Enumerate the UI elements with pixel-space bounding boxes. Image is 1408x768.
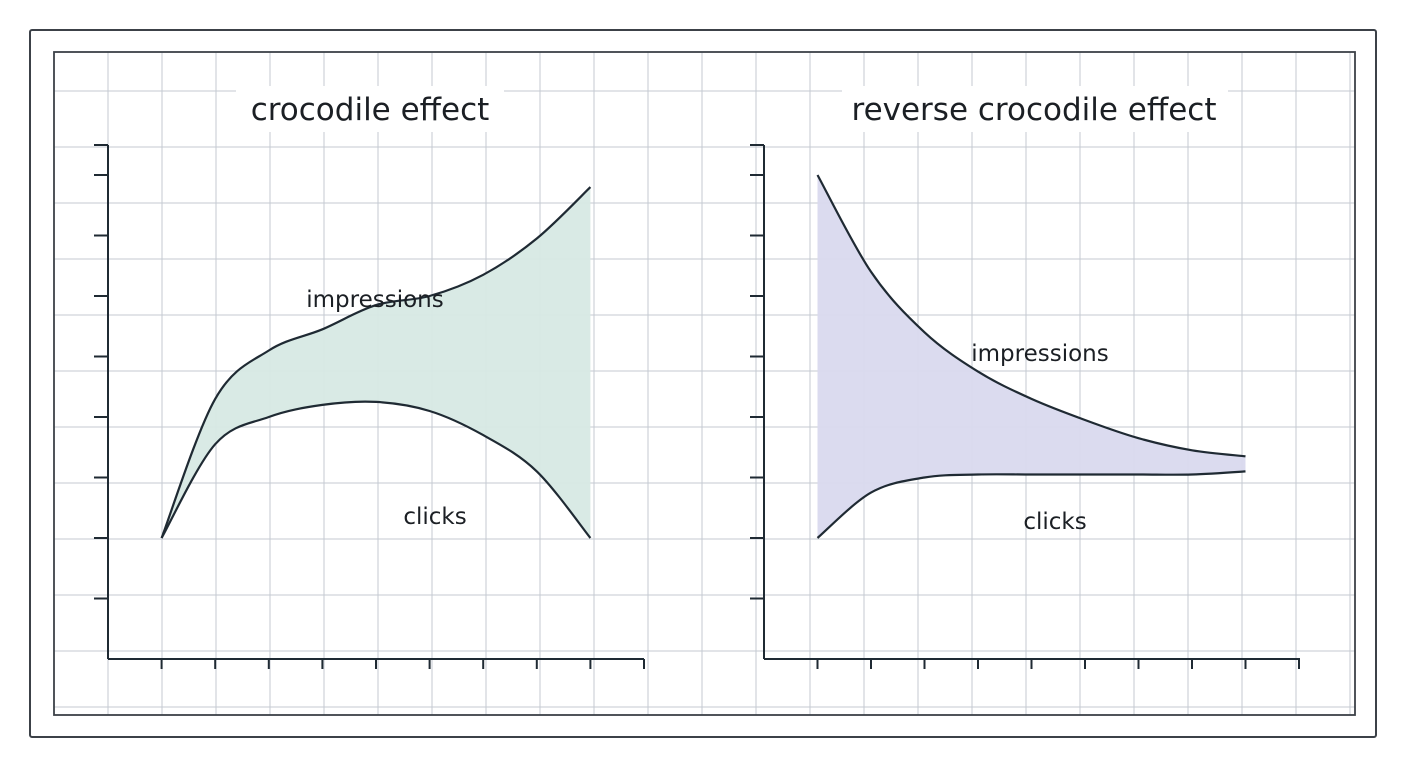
chart-crocodile-effect: crocodile effect impressions clicks	[94, 86, 645, 669]
title-background	[236, 86, 504, 132]
series-label-impressions: impressions	[306, 287, 443, 313]
gap-area	[161, 187, 591, 538]
gap-area	[817, 175, 1246, 538]
impressions-line	[160, 186, 592, 539]
figure-frame	[29, 29, 1377, 738]
clicks-line	[816, 470, 1246, 539]
impressions-line	[816, 174, 1246, 458]
clicks-line	[160, 400, 592, 539]
chart-title: reverse crocodile effect	[852, 92, 1217, 128]
series-label-clicks: clicks	[1023, 509, 1086, 535]
chart-reverse-crocodile-effect: reverse crocodile effect impressions cli…	[750, 86, 1300, 669]
title-background	[842, 86, 1228, 132]
inner-border	[53, 51, 1356, 716]
series-label-impressions: impressions	[971, 341, 1108, 367]
chart-title: crocodile effect	[251, 92, 490, 128]
series-label-clicks: clicks	[403, 504, 466, 530]
axes	[750, 144, 1300, 669]
axes	[94, 144, 645, 669]
